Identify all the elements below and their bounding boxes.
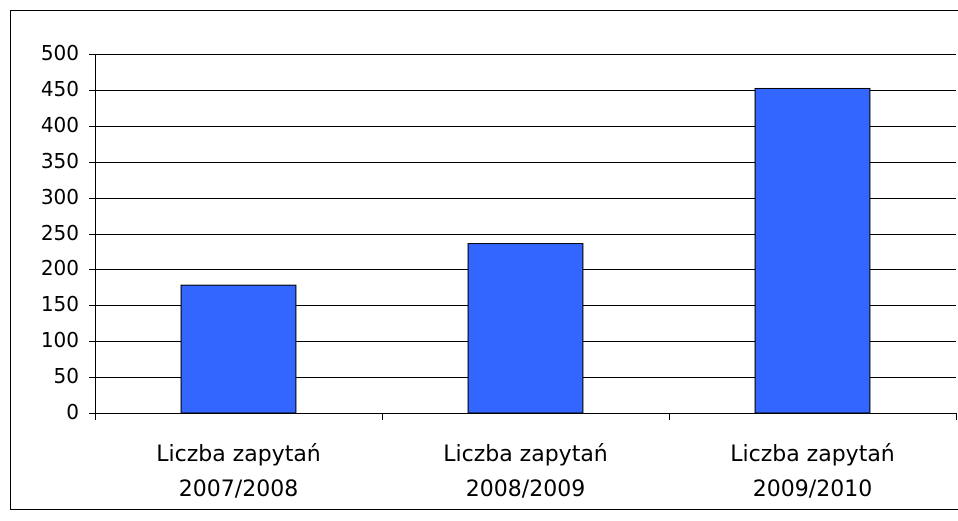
y-tick-label: 0: [66, 400, 79, 424]
y-tick-label: 450: [41, 77, 79, 101]
y-tick-label: 150: [41, 292, 79, 316]
bar: [754, 87, 871, 414]
y-tick-label: 350: [41, 149, 79, 173]
y-tick-label: 100: [41, 328, 79, 352]
y-tick-label: 300: [41, 185, 79, 209]
y-tick-label: 400: [41, 113, 79, 137]
x-tick-label: Liczba zapytań 2007/2008: [156, 442, 321, 502]
x-tick-label: Liczba zapytań 2008/2009: [443, 442, 608, 502]
chart-border: [10, 10, 958, 510]
y-tick-label: 200: [41, 256, 79, 280]
y-tick-label: 250: [41, 221, 79, 245]
x-tick-label: Liczba zapytań 2009/2010: [730, 442, 895, 502]
y-tick-label: 500: [41, 41, 79, 65]
y-tick-label: 50: [54, 364, 79, 388]
bar: [467, 243, 584, 414]
bar: [180, 284, 297, 414]
